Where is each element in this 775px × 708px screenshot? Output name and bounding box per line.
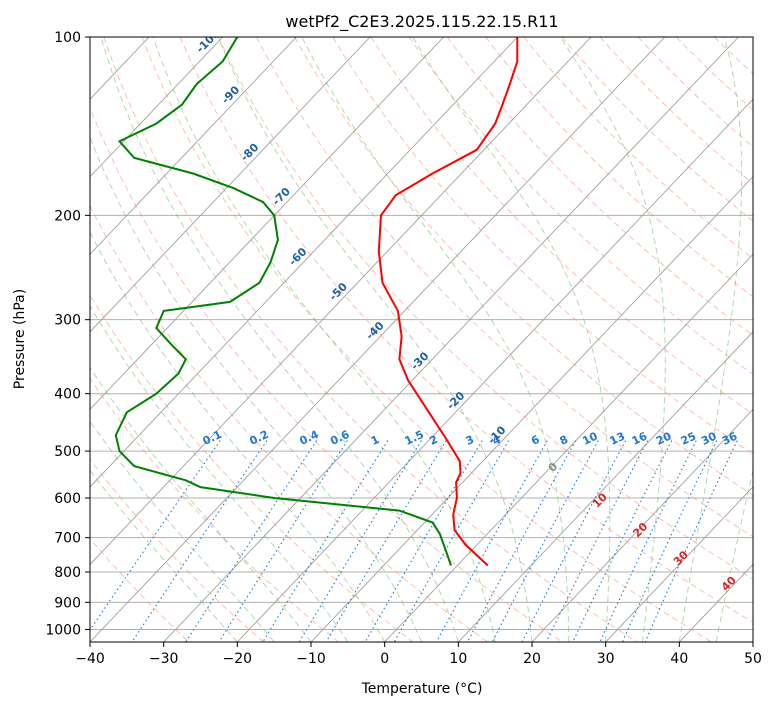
mixing-ratio-line <box>491 440 599 642</box>
plot-area: 0.1 0.2 0.4 0.6 1 1.5 2 3 4 6 8 10 13 16 20 25 30 36-100-… <box>90 37 753 642</box>
x-tick-label: 40 <box>670 651 688 667</box>
dry-adiabat <box>90 458 264 642</box>
dry-adiabat <box>90 106 563 642</box>
x-tick-label: −20 <box>223 651 253 667</box>
dry-adiabat <box>217 37 753 580</box>
dry-adiabat <box>485 37 753 298</box>
moist-adiabat <box>412 37 611 642</box>
mixing-ratio-line <box>599 440 697 642</box>
x-axis: −40 −30 −20 −10 0 10 20 30 40 50 <box>75 642 762 667</box>
isotherm-line <box>90 37 518 488</box>
moist-adiabat <box>678 37 743 642</box>
mixing-ratio-label: 30 <box>699 429 719 447</box>
dewpoint-profile <box>114 37 452 566</box>
mixing-ratio-line <box>131 440 268 642</box>
dry-adiabat <box>103 37 638 642</box>
isotherm-line <box>531 408 753 642</box>
y-tick-label: 500 <box>54 444 81 460</box>
moist-adiabat <box>90 304 349 642</box>
moist-adiabat <box>559 37 666 642</box>
moist-adiabat <box>152 37 496 642</box>
moist-adiabat <box>100 37 459 642</box>
mixing-ratio-label: 16 <box>630 429 650 447</box>
mixing-ratio-line <box>90 440 221 631</box>
isotherm-line <box>605 486 753 642</box>
isotherm-line <box>163 37 739 642</box>
y-tick-label: 400 <box>54 387 81 403</box>
dry-adiabat <box>637 37 753 148</box>
moist-adiabat <box>217 37 533 642</box>
x-tick-label: 10 <box>449 651 467 667</box>
moist-adiabat <box>90 420 275 642</box>
isotherm-line <box>90 37 592 566</box>
y-tick-label: 800 <box>54 565 81 581</box>
moist-adiabat <box>90 231 386 642</box>
x-axis-label: Temperature (°C) <box>361 681 483 697</box>
moist-adiabat <box>301 37 570 642</box>
y-tick-label: 700 <box>54 531 81 547</box>
y-tick-label: 100 <box>54 30 81 46</box>
y-tick-label: 600 <box>54 491 81 507</box>
moist-adiabat <box>90 366 312 642</box>
chart-title: wetPf2_C2E3.2025.115.22.15.R11 <box>285 12 558 32</box>
plot-frame <box>89 36 754 643</box>
dry-adiabat <box>90 293 414 642</box>
y-axis-label: Pressure (hPa) <box>12 289 28 389</box>
isotherm-line <box>237 98 753 642</box>
moist-adiabat <box>90 469 238 642</box>
mixing-ratio-line <box>545 440 648 642</box>
temperature-profile <box>377 37 519 567</box>
mixing-ratio-line <box>521 440 626 642</box>
isotherm-line <box>384 253 753 642</box>
dry-adiabat <box>332 37 753 455</box>
mixing-ratio-line <box>644 440 738 642</box>
dry-adiabat <box>523 37 753 260</box>
y-axis: 100 200 300 400 500 600 700 800 900 1000 <box>45 30 90 638</box>
x-tick-label: 0 <box>380 651 389 667</box>
mixing-ratio-line <box>572 440 673 642</box>
mixing-ratio-label: 13 <box>608 430 627 448</box>
y-tick-label: 300 <box>54 313 81 329</box>
x-tick-label: −40 <box>75 651 105 667</box>
moist-adiabat <box>90 136 422 642</box>
mixing-ratio-label: 20 <box>654 429 674 447</box>
y-tick-label: 1000 <box>45 622 81 638</box>
dry-adiabat <box>599 37 753 185</box>
mixing-ratio-line <box>298 440 422 642</box>
mixing-ratio-label: 25 <box>679 430 698 448</box>
isotherm-line <box>90 37 297 255</box>
y-tick-label: 900 <box>54 595 81 611</box>
isotherm-line <box>90 37 371 333</box>
x-tick-label: 20 <box>523 651 541 667</box>
x-tick-label: 30 <box>597 651 615 667</box>
dry-adiabat <box>90 377 339 642</box>
dry-adiabat <box>370 37 753 415</box>
isotherm-line <box>458 331 753 642</box>
x-tick-label: 50 <box>744 651 762 667</box>
mixing-ratio-label: 36 <box>720 429 740 447</box>
isotherm-line <box>90 37 445 411</box>
mixing-ratio-line <box>621 440 718 642</box>
dry-adiabat <box>408 37 753 375</box>
mixing-ratio-line <box>218 440 348 642</box>
x-tick-label: −30 <box>149 651 179 667</box>
dry-adiabat <box>179 37 753 623</box>
mixing-ratio-line <box>364 440 483 642</box>
dry-adiabat <box>256 37 753 538</box>
moist-adiabat <box>715 468 753 642</box>
dry-adiabat <box>294 37 753 496</box>
dry-adiabat <box>141 37 712 642</box>
y-tick-label: 200 <box>54 208 81 224</box>
mixing-ratio-label: 10 <box>580 429 600 447</box>
dry-adiabat <box>446 37 753 336</box>
x-tick-label: −10 <box>296 651 326 667</box>
mixing-ratio-line <box>325 440 447 642</box>
